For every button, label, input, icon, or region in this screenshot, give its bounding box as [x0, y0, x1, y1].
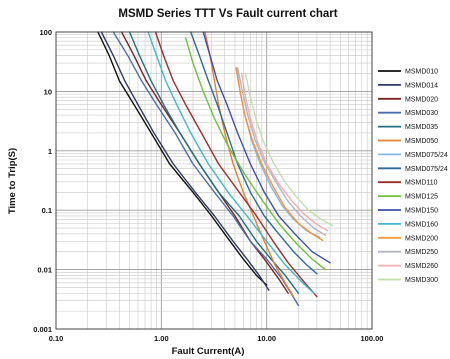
legend-label: MSMD075/24 — [405, 166, 448, 173]
series-line-8 — [190, 31, 318, 275]
plot-frame — [55, 31, 373, 330]
y-tick-label: 0.001 — [33, 325, 52, 334]
legend-label: MSMD030 — [405, 110, 438, 117]
y-tick-label: 100 — [39, 28, 52, 37]
tick-labels: 0.10 1.00 10.00 100.00 0.001 0.01 0.1 1 10 100 — [33, 28, 383, 343]
x-tick-label: 10.00 — [257, 334, 276, 343]
series-line-9 — [154, 31, 318, 298]
series-line-2 — [100, 31, 270, 291]
legend-label: MSMD075/24 — [405, 152, 448, 159]
series-line-4 — [112, 31, 300, 307]
legend-label: MSMD200 — [405, 235, 438, 242]
series-line-1 — [97, 31, 268, 286]
series-line-6 — [204, 31, 295, 298]
series-line-12 — [147, 31, 315, 294]
y-axis-title: Time to Trip(S) — [7, 148, 18, 214]
series-line-13 — [235, 67, 324, 242]
legend-label: MSMD035 — [405, 124, 438, 131]
legend-label: MSMD020 — [405, 96, 438, 103]
legend-label: MSMD300 — [405, 277, 438, 284]
legend-label: MSMD110 — [405, 180, 438, 187]
x-tick-label: 1.00 — [154, 334, 169, 343]
legend-label: MSMD014 — [405, 82, 438, 89]
series-line-10 — [184, 37, 326, 271]
y-tick-label: 1 — [48, 147, 52, 156]
series-line-14 — [236, 67, 326, 236]
legend: MSMD010 MSMD014 MSMD020 MSMD030 MSMD035 MSMD0… — [378, 69, 448, 284]
y-tick-label: 10 — [44, 87, 52, 96]
legend-label: MSMD125 — [405, 194, 438, 201]
x-tick-label: 0.10 — [49, 334, 64, 343]
y-tick-label: 0.01 — [37, 266, 52, 275]
legend-label: MSMD160 — [405, 221, 438, 228]
legend-label: MSMD250 — [405, 249, 438, 256]
legend-label: MSMD260 — [405, 263, 438, 270]
series-line-16 — [244, 72, 333, 227]
series-line-11 — [202, 31, 331, 264]
x-axis-title: Fault Current(A) — [172, 346, 245, 357]
series-line-15 — [241, 72, 329, 232]
y-tick-label: 0.1 — [42, 206, 52, 215]
chart-title: MSMD Series TTT Vs Fault current chart — [118, 8, 337, 20]
legend-label: MSMD150 — [405, 208, 438, 215]
grid — [55, 32, 372, 330]
legend-label: MSMD050 — [405, 138, 438, 145]
legend-label: MSMD010 — [405, 69, 438, 76]
x-tick-label: 100.00 — [361, 334, 384, 343]
series-lines — [97, 31, 333, 307]
